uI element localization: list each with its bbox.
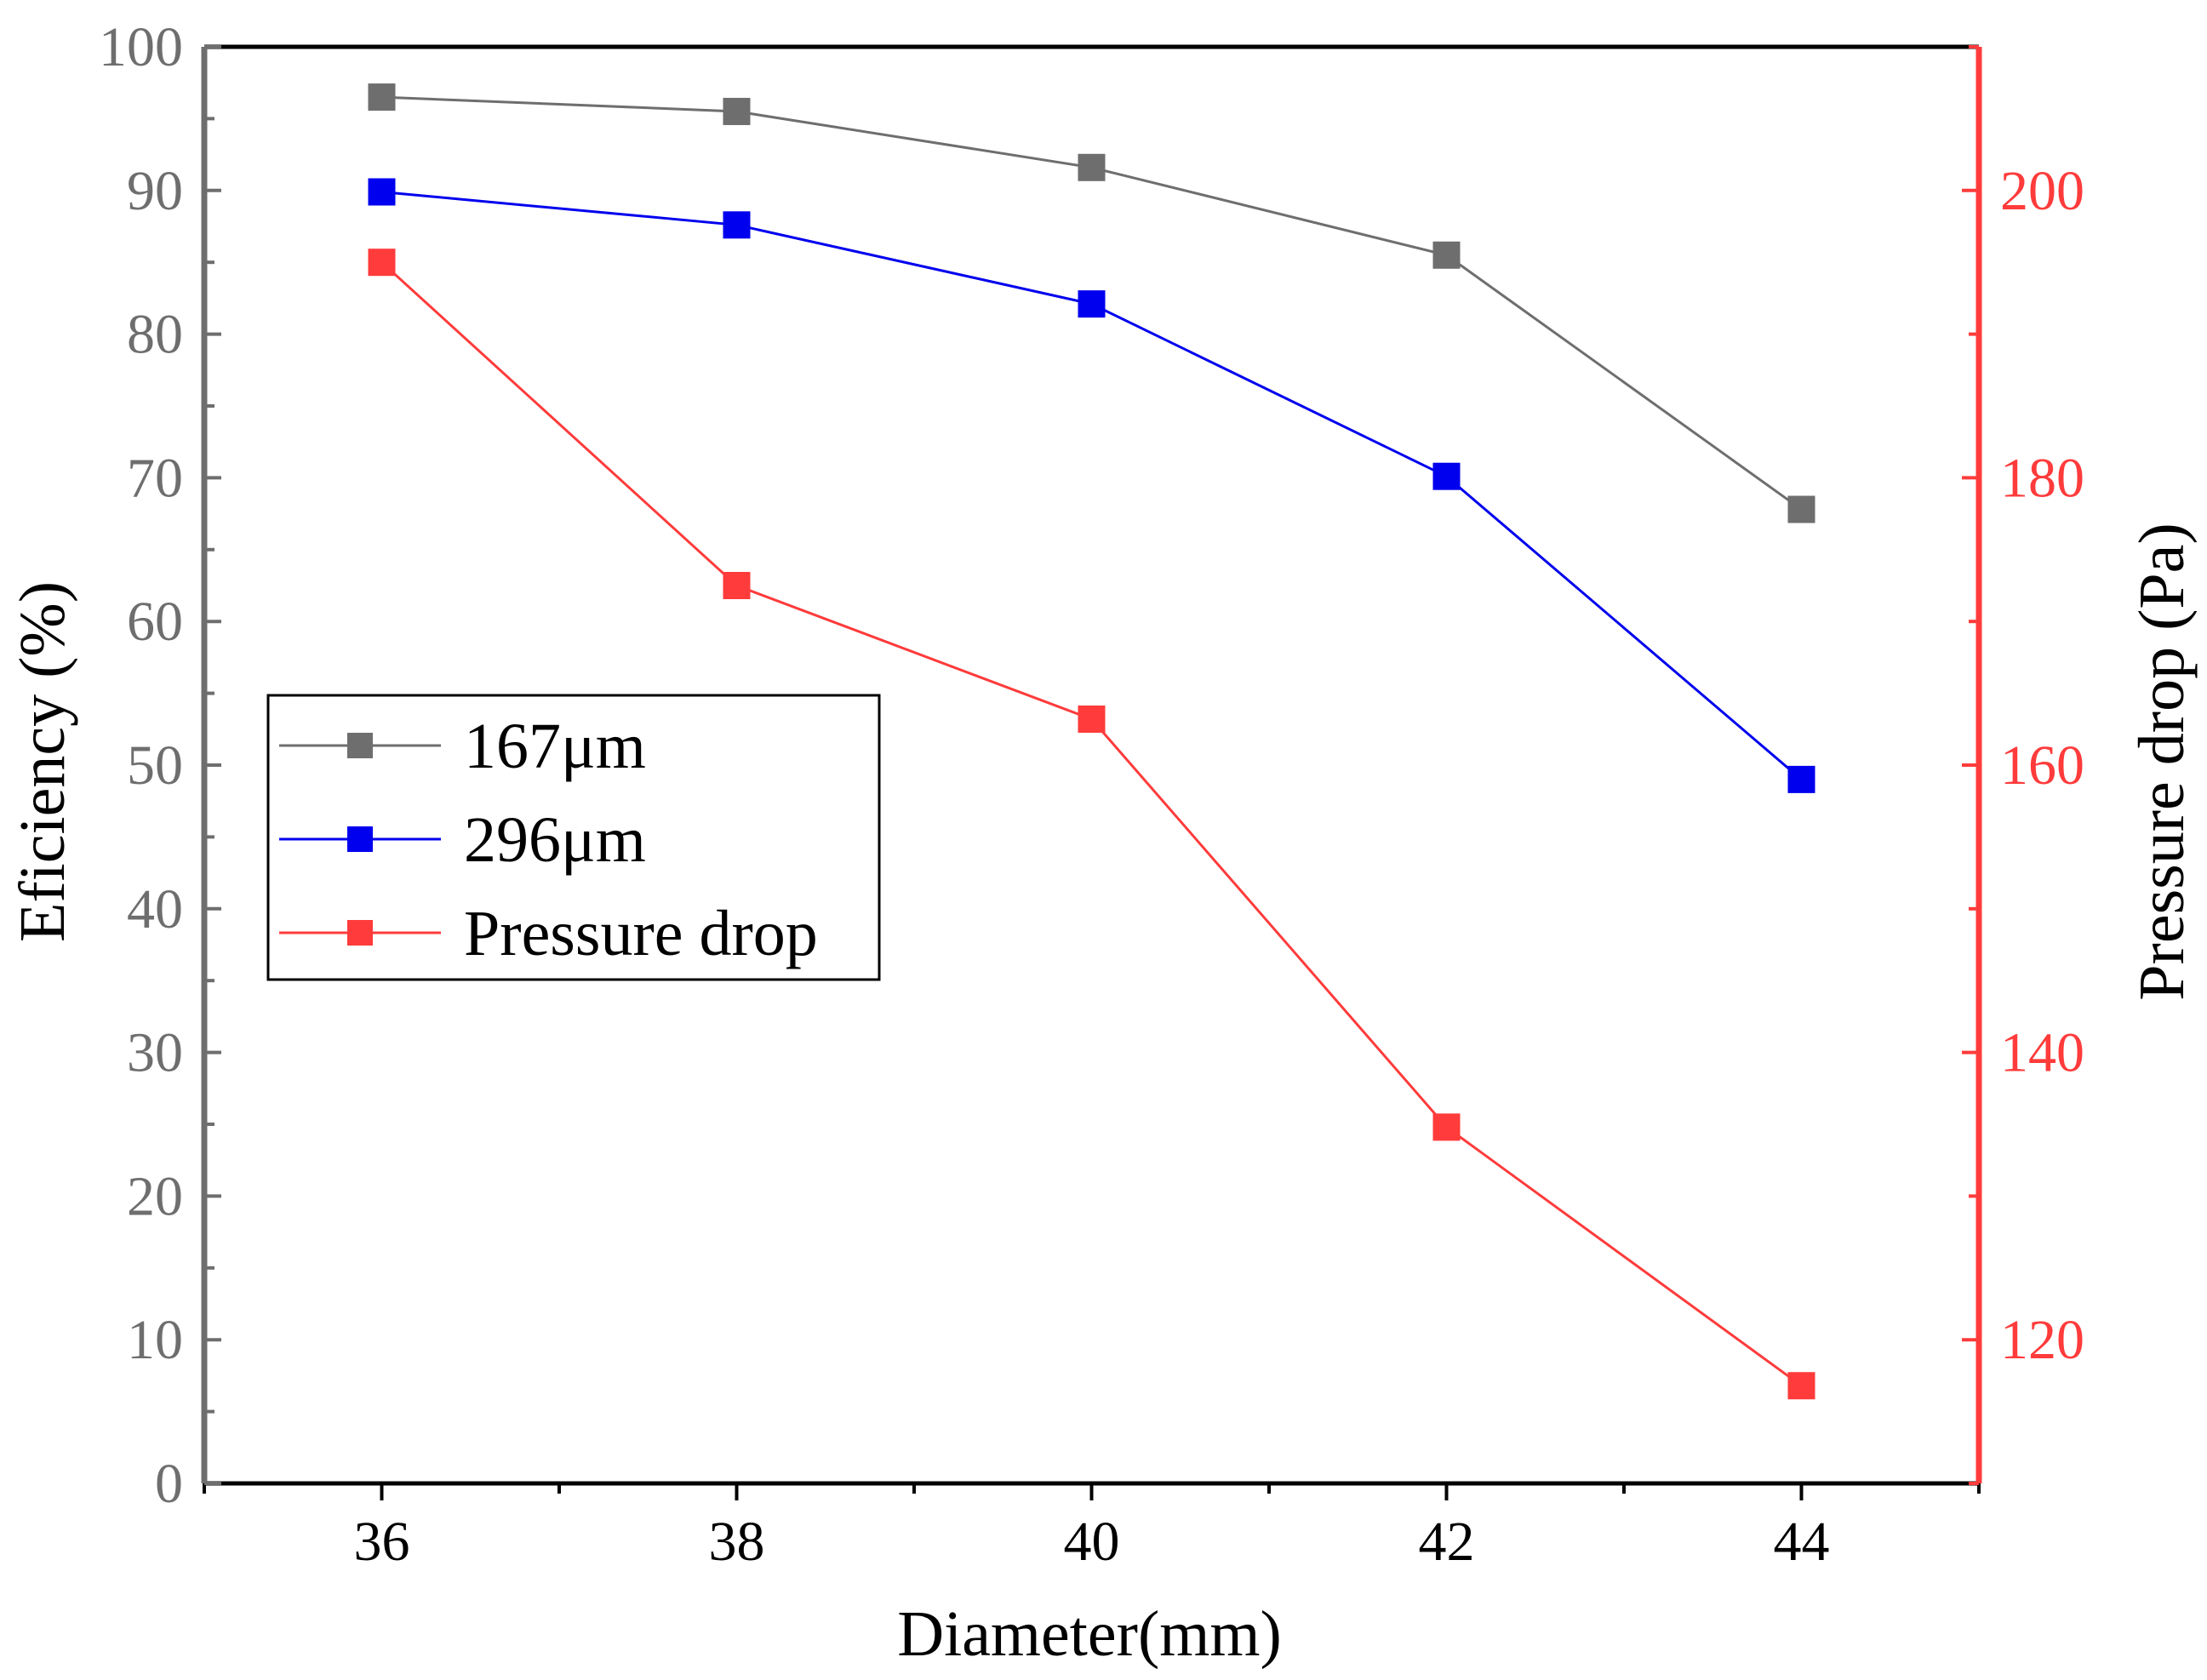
x-axis-title: Diameter(mm) [897,1598,1282,1670]
legend-label: Pressure drop [464,898,818,969]
legend-swatch-marker [347,920,373,946]
data-point-marker [1787,765,1815,793]
right-y-tick-label: 140 [2000,1022,2084,1084]
legend-entry-296um: 296μm [279,804,646,876]
left-y-tick-label: 90 [127,160,183,222]
left-y-axis-ticks: 0 10 20 30 40 50 60 70 80 90 100 [99,16,221,1515]
right-y-tick-label: 120 [2000,1309,2084,1371]
x-tick-label: 40 [1064,1511,1120,1573]
left-y-tick-label: 80 [127,304,183,366]
x-tick-label: 36 [354,1511,410,1573]
left-y-tick-label: 10 [127,1309,183,1371]
left-y-tick-label: 70 [127,447,183,509]
series-layer [368,83,1815,1400]
right-y-tick-label: 200 [2000,160,2084,222]
data-point-marker [1078,705,1106,733]
data-point-marker [723,211,751,239]
data-point-marker [1432,462,1461,490]
legend-label: 296μm [464,804,646,876]
data-point-marker [368,178,396,206]
data-point-marker [723,97,751,125]
data-point-marker [368,83,396,111]
left-y-tick-label: 0 [155,1453,183,1515]
legend-label: 167μm [464,711,646,782]
left-y-tick-label: 50 [127,734,183,797]
legend-swatch-marker [347,826,373,852]
x-tick-label: 38 [709,1511,765,1573]
legend-entry-167um: 167μm [279,711,646,782]
data-point-marker [1078,290,1106,318]
legend-entry-pressure-drop: Pressure drop [279,898,818,969]
right-y-axis-title: Pressure drop (Pa) [2126,523,2198,1000]
data-point-marker [723,572,751,599]
x-tick-label: 44 [1774,1511,1830,1573]
x-axis-ticks: 36 38 40 42 44 [203,1483,1981,1573]
left-y-tick-label: 40 [127,878,183,940]
data-point-marker [1432,1113,1461,1141]
data-point-marker [1078,153,1106,181]
right-y-axis-ticks: 120 140 160 180 200 [1962,45,2084,1485]
left-y-tick-label: 100 [99,16,183,78]
data-point-marker [368,249,396,277]
left-y-tick-label: 30 [127,1022,183,1084]
left-y-axis-title: Eficiency (%) [7,581,78,942]
data-point-marker [1787,495,1815,523]
left-y-tick-label: 20 [127,1165,183,1227]
data-point-marker [1432,241,1461,269]
x-tick-label: 42 [1419,1511,1475,1573]
legend: 167μm 296μm Pressure drop [266,694,881,981]
right-y-tick-label: 160 [2000,734,2084,797]
legend-swatch-marker [347,733,373,758]
data-point-marker [1787,1372,1815,1400]
right-y-tick-label: 180 [2000,447,2084,509]
left-y-tick-label: 60 [127,591,183,653]
